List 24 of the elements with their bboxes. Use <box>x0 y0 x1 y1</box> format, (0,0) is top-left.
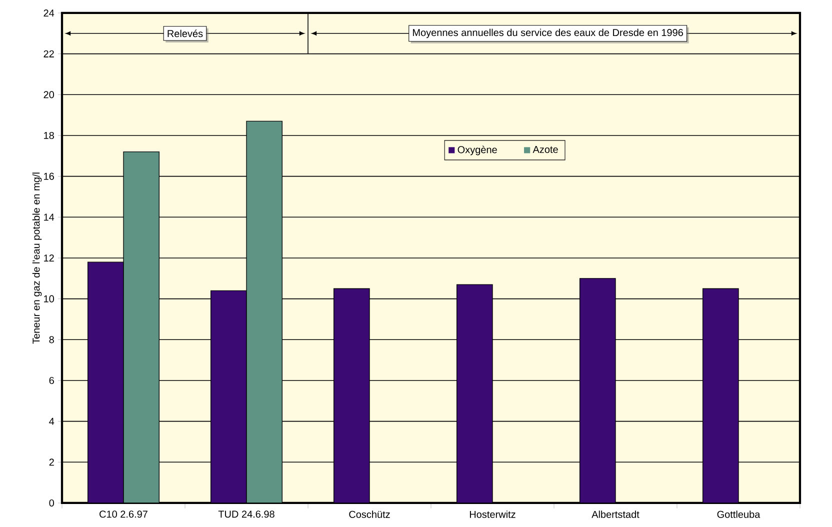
y-tick-label: 8 <box>49 336 54 344</box>
x-tick-label: Hosterwitz <box>470 510 516 518</box>
x-tick-label: Coschütz <box>349 510 390 518</box>
y-tick-label: 4 <box>49 418 54 425</box>
annotation: Moyennes annuelles du service des eaux de Dresde en 1996 <box>413 28 683 38</box>
x-tick-label: C10 2.6.97 <box>100 510 148 518</box>
y-tick-label: 16 <box>44 172 54 180</box>
y-tick-label: 24 <box>44 9 54 16</box>
y-tick-label: 2 <box>49 458 54 466</box>
y-tick-label: 6 <box>49 376 54 384</box>
y-tick-label: 0 <box>49 499 54 507</box>
x-tick-label: Albertstadt <box>592 510 640 518</box>
y-tick-label: 18 <box>44 132 54 140</box>
y-tick-label: 14 <box>44 214 54 221</box>
annotation: Relevés <box>168 30 203 38</box>
y-tick-label: 20 <box>44 91 54 98</box>
legend-label: Oxygène <box>458 146 497 156</box>
legend-label: Azote <box>532 146 558 153</box>
x-tick-label: Gottleuba <box>717 510 760 518</box>
y-tick-label: 12 <box>44 254 54 262</box>
y-axis-title: Teneur en gaz de l'eau potable en mg/l <box>32 172 42 344</box>
y-tick-label: 10 <box>44 295 54 302</box>
x-tick-label: TUD 24.6.98 <box>218 510 274 518</box>
y-tick-label: 22 <box>44 50 54 58</box>
